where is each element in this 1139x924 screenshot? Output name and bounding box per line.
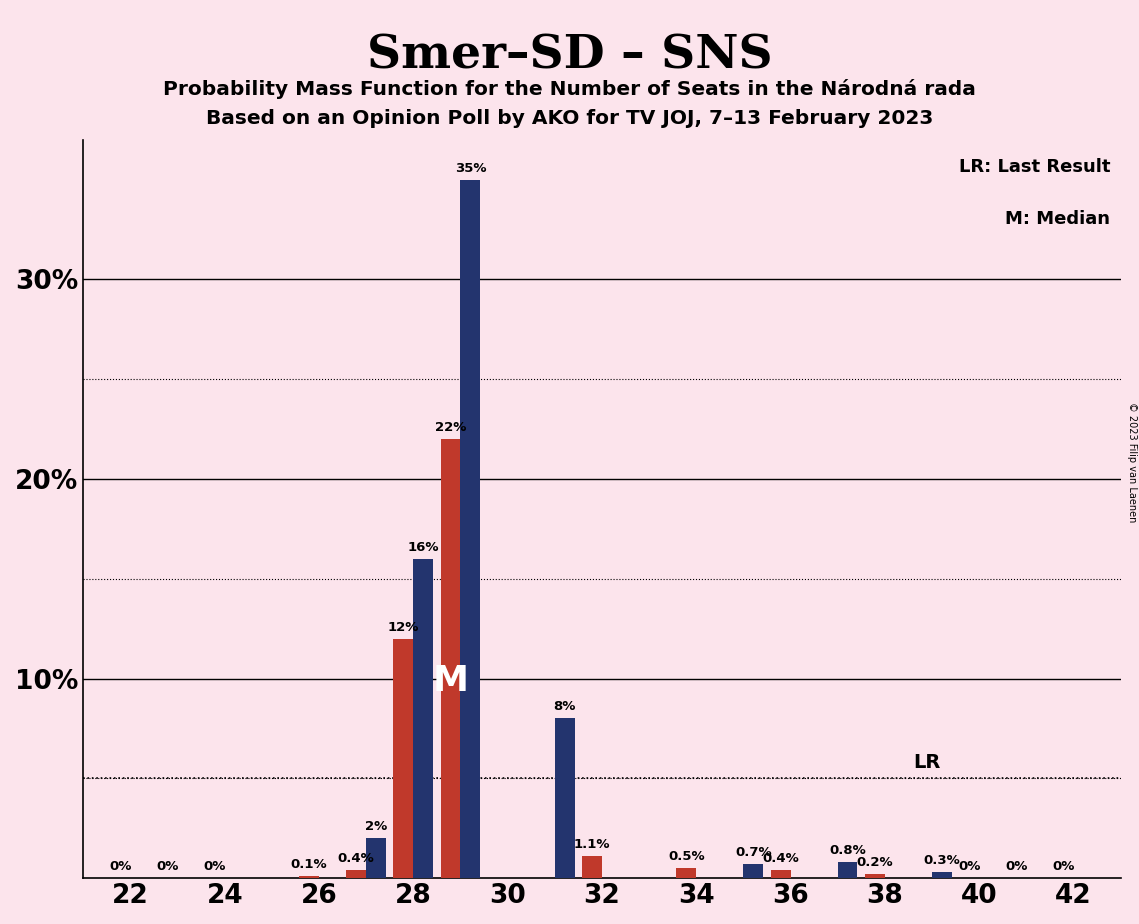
Text: Smer–SD – SNS: Smer–SD – SNS — [367, 32, 772, 79]
Text: 12%: 12% — [387, 621, 419, 634]
Text: M: Median: M: Median — [1006, 210, 1111, 228]
Text: 0.3%: 0.3% — [924, 854, 960, 867]
Bar — [582, 857, 601, 878]
Bar — [393, 638, 413, 878]
Bar — [460, 179, 481, 878]
Text: 0%: 0% — [109, 860, 132, 873]
Text: 0%: 0% — [958, 860, 981, 873]
Text: 8%: 8% — [554, 700, 576, 713]
Text: M: M — [433, 663, 468, 698]
Text: 0.8%: 0.8% — [829, 845, 866, 857]
Text: 0.2%: 0.2% — [857, 857, 893, 869]
Text: 0.1%: 0.1% — [290, 858, 327, 871]
Bar — [555, 719, 574, 878]
Text: 0.5%: 0.5% — [667, 850, 705, 863]
Bar — [441, 439, 460, 878]
Bar — [346, 870, 366, 878]
Text: 2%: 2% — [364, 821, 387, 833]
Bar — [865, 874, 885, 878]
Bar — [744, 864, 763, 878]
Text: 0%: 0% — [1052, 860, 1075, 873]
Bar — [300, 876, 319, 878]
Text: © 2023 Filip van Laenen: © 2023 Filip van Laenen — [1126, 402, 1137, 522]
Text: 0.4%: 0.4% — [762, 852, 798, 865]
Text: 0%: 0% — [156, 860, 179, 873]
Text: 0.7%: 0.7% — [735, 846, 771, 859]
Text: Probability Mass Function for the Number of Seats in the Národná rada: Probability Mass Function for the Number… — [163, 79, 976, 99]
Text: LR: Last Result: LR: Last Result — [959, 158, 1111, 176]
Bar — [932, 872, 952, 878]
Text: 0%: 0% — [204, 860, 226, 873]
Bar — [413, 559, 433, 878]
Text: 35%: 35% — [454, 162, 486, 175]
Bar — [366, 838, 386, 878]
Bar — [771, 870, 790, 878]
Text: LR: LR — [913, 753, 941, 772]
Bar — [677, 869, 696, 878]
Text: 0%: 0% — [1006, 860, 1027, 873]
Text: 1.1%: 1.1% — [574, 838, 611, 851]
Text: Based on an Opinion Poll by AKO for TV JOJ, 7–13 February 2023: Based on an Opinion Poll by AKO for TV J… — [206, 109, 933, 128]
Text: 22%: 22% — [435, 421, 466, 434]
Bar — [837, 862, 858, 878]
Text: 0.4%: 0.4% — [338, 852, 375, 865]
Text: 16%: 16% — [408, 541, 439, 553]
